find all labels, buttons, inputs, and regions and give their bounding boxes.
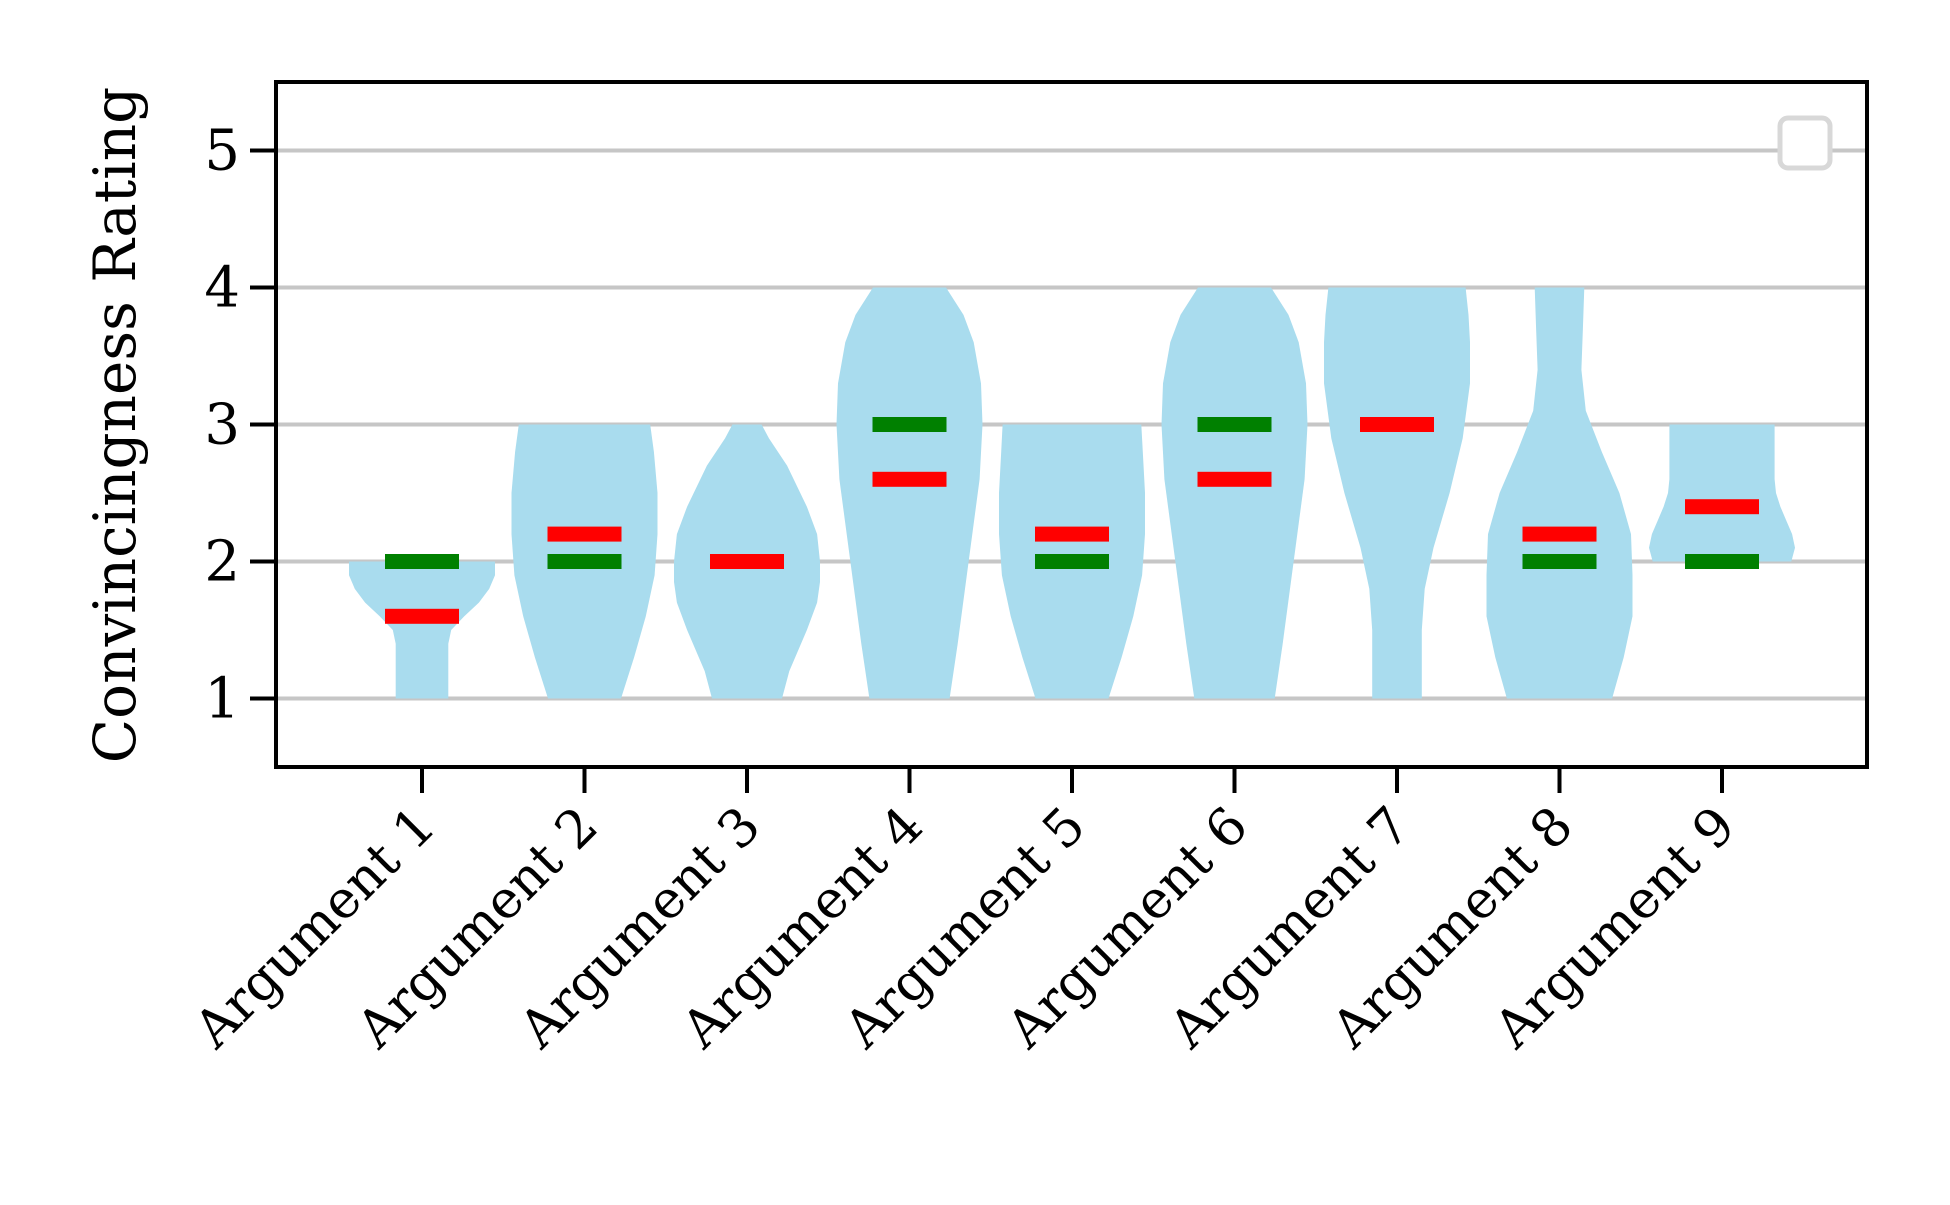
- mean-marker-1: [385, 608, 459, 624]
- mean-marker-2: [547, 526, 622, 542]
- median-marker-9: [1685, 554, 1759, 569]
- marker-layer: [385, 417, 1759, 624]
- y-axis: 1 2 3 4 5: [204, 119, 276, 732]
- violin-8: [1486, 287, 1633, 699]
- violin-9: [1649, 424, 1795, 562]
- y-tick-label-3: 3: [204, 393, 240, 458]
- mean-marker-4: [872, 471, 947, 487]
- violin-6: [1161, 287, 1308, 699]
- y-tick-label-5: 5: [204, 119, 240, 184]
- median-marker-6: [1197, 417, 1272, 432]
- y-tick-label-1: 1: [204, 667, 240, 732]
- median-marker-1: [385, 554, 459, 569]
- median-marker-4: [872, 417, 947, 432]
- violin-layer: [349, 287, 1795, 699]
- mean-marker-5: [1035, 526, 1109, 542]
- y-tick-label-4: 4: [204, 256, 240, 321]
- mean-marker-9: [1685, 499, 1759, 515]
- y-axis-title: Convincingness Rating: [81, 87, 149, 763]
- mean-marker-8: [1522, 526, 1597, 542]
- violin-4: [836, 287, 983, 699]
- violin-1: [349, 561, 495, 699]
- mean-marker-3: [710, 554, 784, 569]
- violin-7: [1324, 287, 1470, 699]
- median-marker-5: [1035, 554, 1109, 569]
- median-marker-2: [547, 554, 622, 569]
- mean-marker-7: [1360, 417, 1434, 432]
- y-tick-label-2: 2: [204, 530, 240, 595]
- mean-marker-6: [1197, 471, 1272, 487]
- median-marker-8: [1522, 554, 1597, 569]
- legend-box: [1777, 115, 1833, 171]
